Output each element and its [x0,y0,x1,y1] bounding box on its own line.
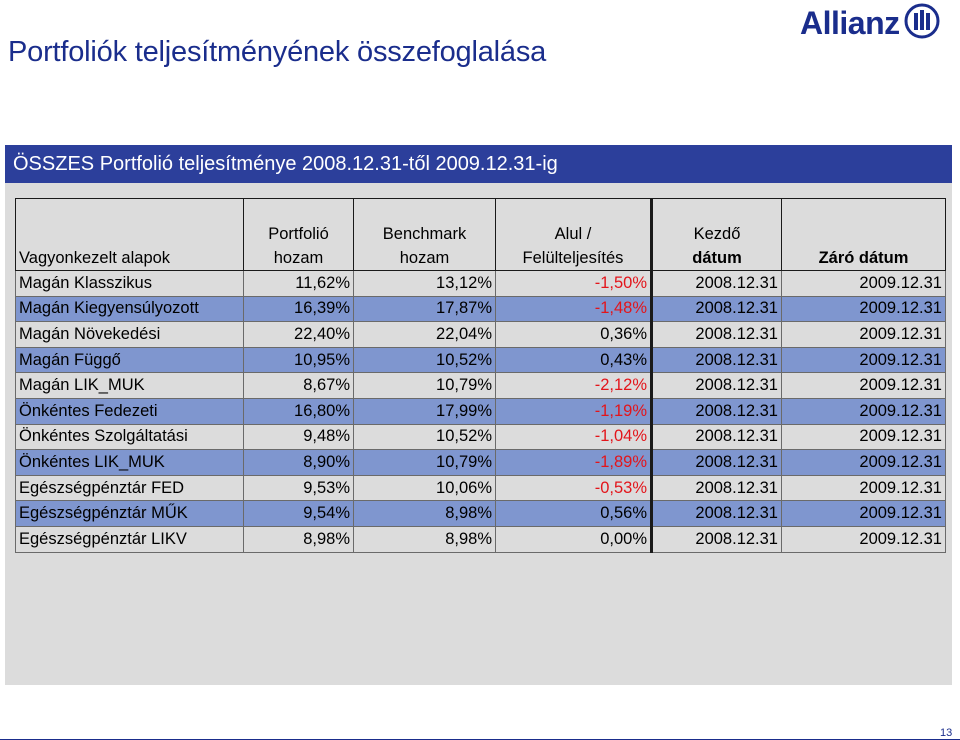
start-date-cell: 2008.12.31 [651,295,782,323]
end-date-cell: 2009.12.31 [781,423,946,451]
over-under-cell: 0,00% [495,525,653,553]
table-row: Magán Kiegyensúlyozott 16,39% 17,87% -1,48%… [15,295,946,323]
portfolio-return-cell: 10,95% [243,346,354,374]
portfolio-return-cell: 8,67% [243,372,354,399]
fund-name-cell: Önkéntes Fedezeti [15,397,244,425]
over-under-cell: 0,36% [495,321,653,348]
portfolio-return-cell: 16,39% [243,295,354,323]
header-start-date: Kezdő dátum [651,198,782,271]
table-row: Egészségpénztár MŰK 9,54% 8,98% 0,56% 2008.1… [15,500,946,527]
header-benchmark-return: Benchmark hozam [353,198,496,271]
benchmark-return-cell: 8,98% [353,525,496,553]
fund-name-cell: Magán LIK_MUK [15,372,244,399]
benchmark-return-cell: 10,06% [353,474,496,502]
start-date-cell: 2008.12.31 [651,423,782,451]
over-under-cell: -1,04% [495,423,653,451]
start-date-cell: 2008.12.31 [651,346,782,374]
over-under-cell: 0,43% [495,346,653,374]
fund-name-cell: Magán Függő [15,346,244,374]
end-date-cell: 2009.12.31 [781,525,946,553]
benchmark-return-cell: 10,52% [353,423,496,451]
fund-name-cell: Önkéntes LIK_MUK [15,449,244,476]
start-date-cell: 2008.12.31 [651,525,782,553]
table-row: Önkéntes LIK_MUK 8,90% 10,79% -1,89% 2008.12… [15,449,946,476]
start-date-cell: 2008.12.31 [651,500,782,527]
end-date-cell: 2009.12.31 [781,321,946,348]
benchmark-return-cell: 17,99% [353,397,496,425]
start-date-cell: 2008.12.31 [651,449,782,476]
portfolio-return-cell: 9,53% [243,474,354,502]
content-panel: ÖSSZES Portfolió teljesítménye 2008.12.3… [5,145,952,685]
table-row: Önkéntes Fedezeti 16,80% 17,99% -1,19% 2008.… [15,397,946,425]
end-date-cell: 2009.12.31 [781,270,946,297]
fund-name-cell: Önkéntes Szolgáltatási [15,423,244,451]
end-date-cell: 2009.12.31 [781,474,946,502]
start-date-cell: 2008.12.31 [651,397,782,425]
table-row: Magán Függő 10,95% 10,52% 0,43% 2008.12.31 20… [15,346,946,374]
portfolio-return-cell: 8,98% [243,525,354,553]
benchmark-return-cell: 10,79% [353,372,496,399]
table-row: Magán Növekedési 22,40% 22,04% 0,36% 2008.12… [15,321,946,348]
benchmark-return-cell: 10,79% [353,449,496,476]
end-date-cell: 2009.12.31 [781,397,946,425]
start-date-cell: 2008.12.31 [651,321,782,348]
slide-title: Portfoliók teljesítményének összefoglalá… [8,36,547,68]
start-date-cell: 2008.12.31 [651,372,782,399]
fund-name-cell: Egészségpénztár FED [15,474,244,502]
table-row: Magán LIK_MUK 8,67% 10,79% -2,12% 2008.12.31… [15,372,946,399]
over-under-cell: -0,53% [495,474,653,502]
table-row: Egészségpénztár LIKV 8,98% 8,98% 0,00% 2008.… [15,525,946,553]
header-fund-name: Vagyonkezelt alapok [15,198,244,271]
over-under-cell: -2,12% [495,372,653,399]
allianz-eagle-icon [904,3,940,44]
over-under-cell: -1,48% [495,295,653,323]
benchmark-return-cell: 22,04% [353,321,496,348]
over-under-cell: -1,19% [495,397,653,425]
portfolio-return-cell: 9,54% [243,500,354,527]
logo-text: Allianz [800,4,900,41]
over-under-cell: -1,50% [495,270,653,297]
table-row: Magán Klasszikus 11,62% 13,12% -1,50% 2008.1… [15,270,946,297]
end-date-cell: 2009.12.31 [781,372,946,399]
performance-table: Vagyonkezelt alapok Portfolió hozam Bench… [15,198,946,553]
table-row: Egészségpénztár FED 9,53% 10,06% -0,53% 2008… [15,474,946,502]
over-under-cell: 0,56% [495,500,653,527]
end-date-cell: 2009.12.31 [781,295,946,323]
allianz-logo: Allianz [800,3,958,44]
fund-name-cell: Egészségpénztár MŰK [15,500,244,527]
header-portfolio-return: Portfolió hozam [243,198,354,271]
benchmark-return-cell: 17,87% [353,295,496,323]
fund-name-cell: Magán Növekedési [15,321,244,348]
table-header-row: Vagyonkezelt alapok Portfolió hozam Bench… [15,198,946,271]
portfolio-return-cell: 16,80% [243,397,354,425]
portfolio-return-cell: 22,40% [243,321,354,348]
benchmark-return-cell: 13,12% [353,270,496,297]
header-end-date: Záró dátum [781,198,946,271]
fund-name-cell: Magán Kiegyensúlyozott [15,295,244,323]
start-date-cell: 2008.12.31 [651,474,782,502]
start-date-cell: 2008.12.31 [651,270,782,297]
portfolio-return-cell: 8,90% [243,449,354,476]
page-number: 13 [940,727,953,739]
portfolio-return-cell: 11,62% [243,270,354,297]
table-row: Önkéntes Szolgáltatási 9,48% 10,52% -1,04% 2… [15,423,946,451]
end-date-cell: 2009.12.31 [781,346,946,374]
benchmark-return-cell: 8,98% [353,500,496,527]
header-over-under-performance: Alul / Felülteljesítés [495,198,653,271]
performance-banner: ÖSSZES Portfolió teljesítménye 2008.12.3… [5,145,952,183]
end-date-cell: 2009.12.31 [781,449,946,476]
fund-name-cell: Egészségpénztár LIKV [15,525,244,553]
portfolio-return-cell: 9,48% [243,423,354,451]
fund-name-cell: Magán Klasszikus [15,270,244,297]
benchmark-return-cell: 10,52% [353,346,496,374]
over-under-cell: -1,89% [495,449,653,476]
end-date-cell: 2009.12.31 [781,500,946,527]
